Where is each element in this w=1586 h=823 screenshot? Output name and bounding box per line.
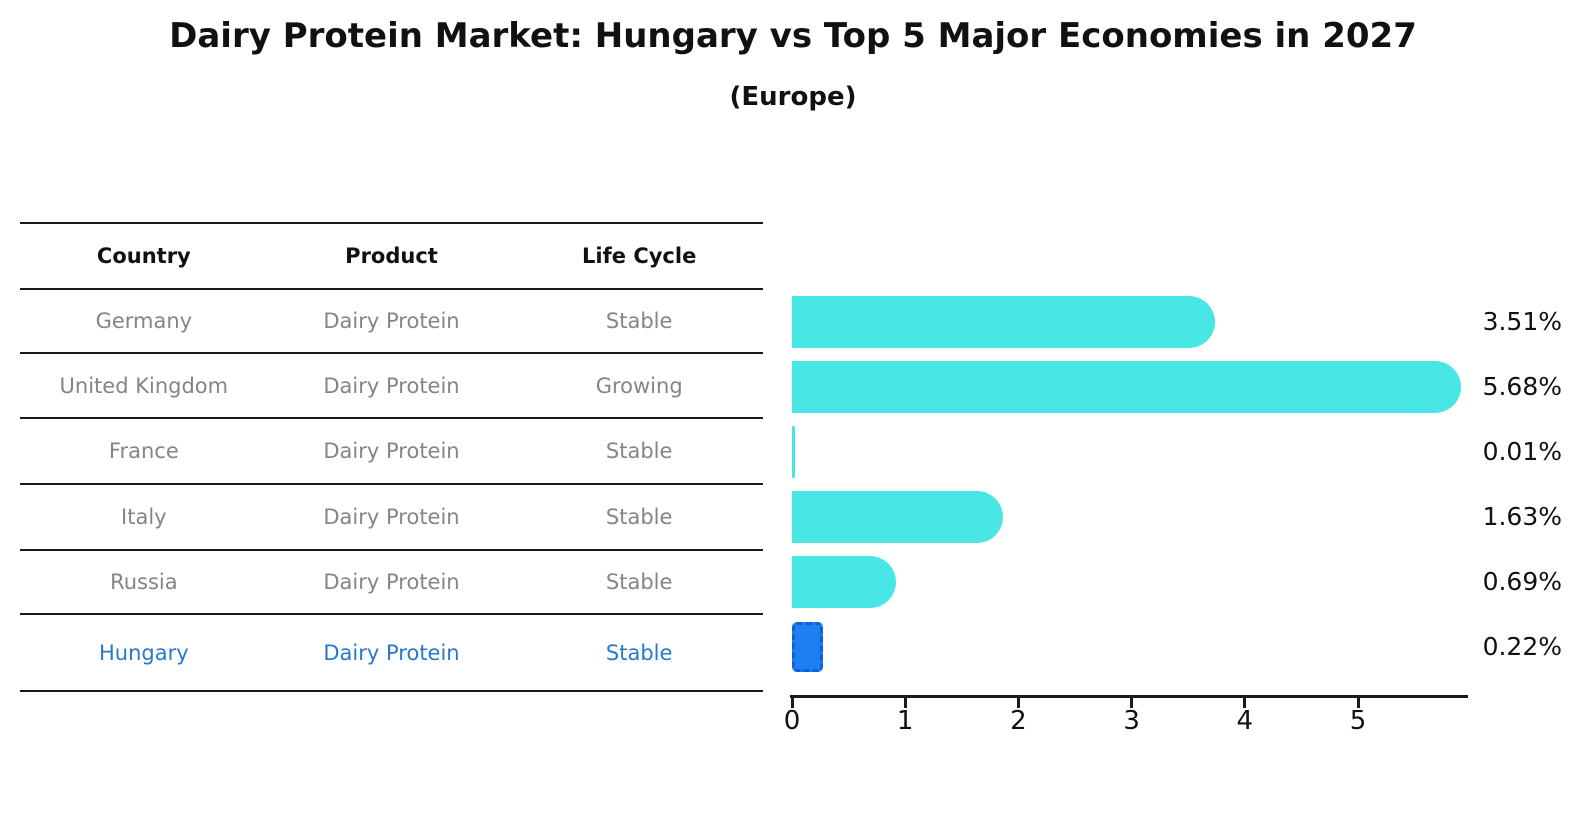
x-tick-label: 1 bbox=[896, 706, 914, 736]
col-header-product: Product bbox=[345, 244, 438, 268]
cell-product: Dairy Protein bbox=[323, 570, 460, 594]
x-tick-label: 4 bbox=[1236, 706, 1254, 736]
x-tick-mark bbox=[903, 698, 907, 708]
x-tick-mark bbox=[1356, 698, 1360, 708]
bar-united-kingdom bbox=[792, 361, 1461, 413]
table-row: Germany Dairy Protein Stable bbox=[20, 290, 763, 354]
x-tick-label: 5 bbox=[1349, 706, 1367, 736]
cell-life-cycle: Stable bbox=[605, 309, 673, 333]
cell-product: Dairy Protein bbox=[323, 640, 460, 665]
value-label: 3.51% bbox=[1482, 307, 1562, 336]
table-row: Russia Dairy Protein Stable bbox=[20, 551, 763, 615]
chart-subtitle: (Europe) bbox=[729, 82, 857, 112]
bar-italy bbox=[792, 491, 1003, 543]
cell-country: Hungary bbox=[99, 640, 189, 665]
cell-product: Dairy Protein bbox=[323, 373, 460, 398]
bar-hungary-highlight bbox=[792, 622, 823, 672]
cell-country: France bbox=[108, 439, 179, 463]
cell-life-cycle: Stable bbox=[605, 505, 673, 529]
table-row: Italy Dairy Protein Stable bbox=[20, 485, 763, 551]
x-tick-label: 0 bbox=[783, 706, 801, 736]
bar-germany bbox=[792, 296, 1216, 348]
x-tick-mark bbox=[1016, 698, 1020, 708]
value-label: 0.69% bbox=[1482, 567, 1562, 596]
cell-country: Russia bbox=[110, 570, 178, 594]
x-tick-mark bbox=[790, 698, 794, 708]
table-row: United Kingdom Dairy Protein Growing bbox=[20, 354, 763, 419]
cell-life-cycle: Stable bbox=[605, 439, 673, 463]
x-axis-line bbox=[790, 695, 1468, 698]
cell-country: Italy bbox=[121, 505, 167, 529]
value-label: 0.22% bbox=[1482, 632, 1562, 661]
chart-title: Dairy Protein Market: Hungary vs Top 5 M… bbox=[169, 16, 1417, 56]
value-label: 5.68% bbox=[1482, 372, 1562, 401]
col-header-life-cycle: Life Cycle bbox=[582, 244, 697, 268]
table-row: France Dairy Protein Stable bbox=[20, 419, 763, 485]
table-header-row: Country Product Life Cycle bbox=[20, 224, 763, 290]
value-label: 0.01% bbox=[1482, 437, 1562, 466]
cell-product: Dairy Protein bbox=[323, 505, 460, 529]
cell-life-cycle: Growing bbox=[595, 373, 683, 398]
country-table: Country Product Life Cycle Germany Dairy… bbox=[20, 222, 763, 692]
bar-france bbox=[792, 426, 795, 478]
x-tick-label: 2 bbox=[1010, 706, 1027, 736]
cell-life-cycle: Stable bbox=[605, 640, 673, 665]
bar-russia bbox=[792, 556, 897, 608]
cell-product: Dairy Protein bbox=[323, 439, 460, 463]
x-tick-mark bbox=[1243, 698, 1247, 708]
col-header-country: Country bbox=[96, 244, 191, 268]
table-row-highlight-hungary: Hungary Dairy Protein Stable bbox=[20, 615, 763, 692]
cell-product: Dairy Protein bbox=[323, 309, 460, 333]
value-label: 1.63% bbox=[1482, 502, 1562, 531]
cell-life-cycle: Stable bbox=[605, 570, 673, 594]
x-tick-mark bbox=[1130, 698, 1134, 708]
cell-country: United Kingdom bbox=[59, 373, 229, 398]
x-tick-label: 3 bbox=[1123, 706, 1140, 736]
cell-country: Germany bbox=[95, 309, 193, 333]
